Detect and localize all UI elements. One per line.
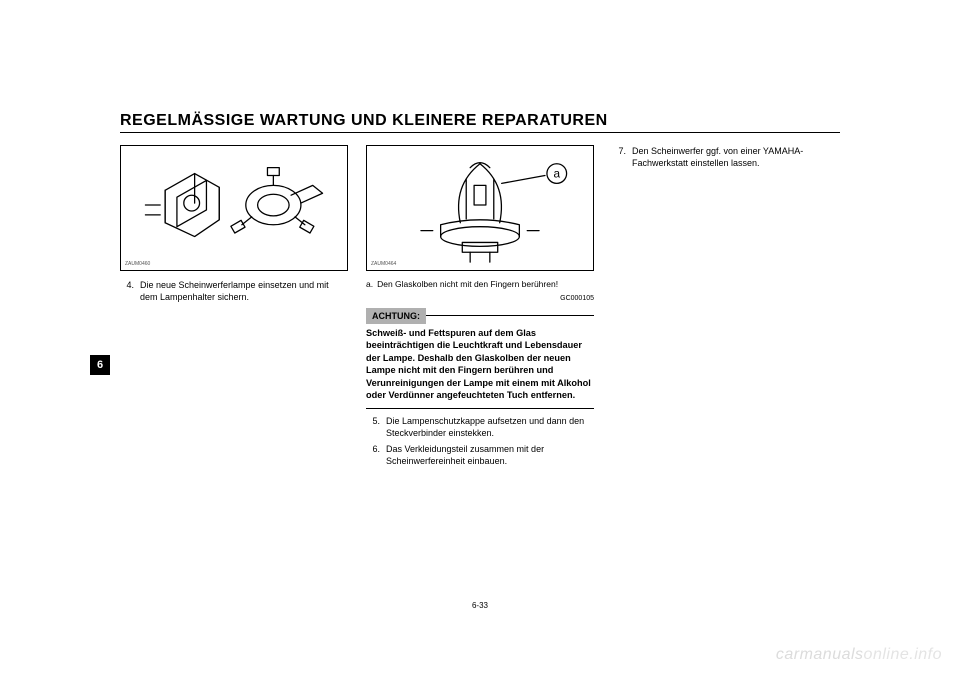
step-4-text: Die neue Scheinwerferlampe einsetzen und…: [140, 279, 348, 303]
step-5: 5. Die Lampenschutzkappe aufsetzen und d…: [366, 415, 594, 439]
figure-1-ref: ZAUM0460: [125, 261, 150, 268]
column-2: a ZAUM0464 a. Den Glaskolben nicht mit d…: [366, 145, 594, 471]
col2-list: 5. Die Lampenschutzkappe aufsetzen und d…: [366, 415, 594, 468]
achtung-heading: ACHTUNG:: [366, 308, 594, 324]
step-7: 7. Den Scheinwerfer ggf. von einer YAMAH…: [612, 145, 840, 169]
col1-list: 4. Die neue Scheinwerferlampe einsetzen …: [120, 279, 348, 303]
caption-a-label: a.: [366, 279, 373, 290]
figure-1: ZAUM0460: [120, 145, 348, 271]
step-4: 4. Die neue Scheinwerferlampe einsetzen …: [120, 279, 348, 303]
watermark-a: carmanuals: [776, 646, 864, 663]
figure-2-ref: ZAUM0464: [371, 261, 396, 268]
step-5-num: 5.: [366, 415, 380, 439]
callout-a: a: [547, 164, 567, 184]
bulb-glass-illustration: a: [367, 146, 593, 270]
page-number: 6-33: [0, 601, 960, 610]
page-title: REGELMÄSSIGE WARTUNG UND KLEINERE REPARA…: [120, 112, 840, 133]
columns: ZAUM0460 4. Die neue Scheinwerferlampe e…: [120, 145, 840, 471]
achtung-body: Schweiß- und Fettspuren auf dem Glas bee…: [366, 327, 594, 409]
column-1: ZAUM0460 4. Die neue Scheinwerferlampe e…: [120, 145, 348, 471]
caption-a-text: Den Glaskolben nicht mit den Fingern ber…: [377, 279, 594, 290]
watermark-b: online.info: [864, 646, 942, 663]
figure-2: a ZAUM0464: [366, 145, 594, 271]
content-area: REGELMÄSSIGE WARTUNG UND KLEINERE REPARA…: [120, 112, 840, 471]
col3-list: 7. Den Scheinwerfer ggf. von einer YAMAH…: [612, 145, 840, 169]
chapter-tab: 6: [90, 355, 110, 375]
step-6: 6. Das Verkleidungsteil zusammen mit der…: [366, 443, 594, 467]
svg-text:a: a: [553, 166, 560, 180]
step-4-num: 4.: [120, 279, 134, 303]
step-5-text: Die Lampenschutzkappe aufsetzen und dann…: [386, 415, 594, 439]
achtung-rule: [426, 315, 594, 316]
step-7-num: 7.: [612, 145, 626, 169]
ref-code: GC000105: [366, 294, 594, 303]
step-6-num: 6.: [366, 443, 380, 467]
step-7-text: Den Scheinwerfer ggf. von einer YAMAHA-F…: [632, 145, 840, 169]
achtung-label: ACHTUNG:: [366, 308, 426, 324]
bulb-holder-illustration: [121, 146, 347, 270]
manual-page: 6 REGELMÄSSIGE WARTUNG UND KLEINERE REPA…: [0, 0, 960, 678]
column-3: 7. Den Scheinwerfer ggf. von einer YAMAH…: [612, 145, 840, 471]
watermark: carmanualsonline.info: [776, 646, 942, 664]
caption-a: a. Den Glaskolben nicht mit den Fingern …: [366, 279, 594, 290]
step-6-text: Das Verkleidungsteil zusammen mit der Sc…: [386, 443, 594, 467]
